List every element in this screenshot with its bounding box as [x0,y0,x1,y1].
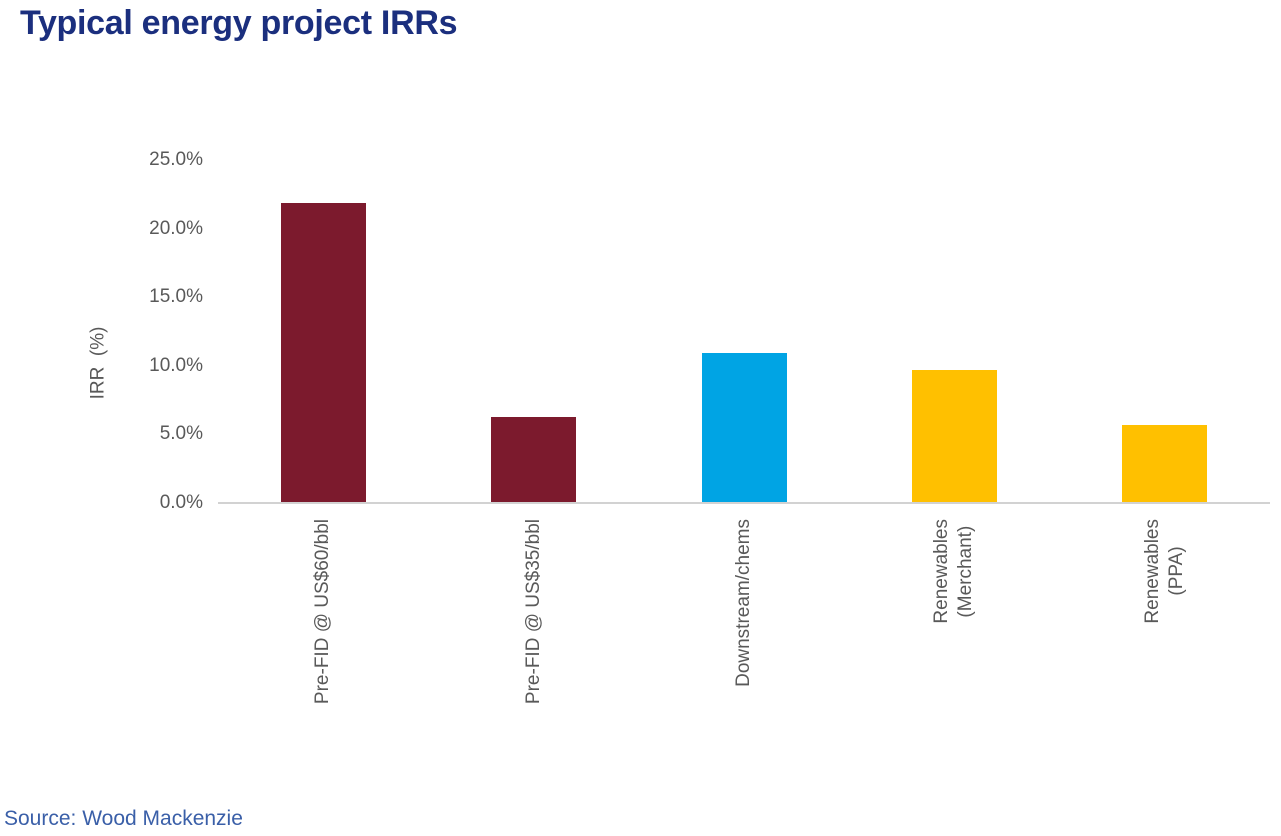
y-tick-label: 20.0% [149,217,203,239]
y-tick-label: 10.0% [149,354,203,376]
x-category-label: Renewables (Merchant) [931,519,977,624]
x-category-label: Downstream/chems [733,519,754,687]
source-note: Source: Wood Mackenzie [4,807,243,830]
x-axis-line [218,502,1270,504]
x-category-label: Pre-FID @ US$35/bbl [522,519,544,705]
bar-1 [280,202,366,503]
bar-4 [911,369,997,503]
bar-5 [1122,424,1208,503]
page-title: Typical energy project IRRs [20,4,458,42]
y-tick-label: 5.0% [159,423,203,445]
y-tick-label: 15.0% [149,286,203,308]
y-tick-label: 0.0% [159,492,203,513]
x-category-label: Pre-FID @ US$60/bbl [312,519,334,705]
bar-3 [701,353,787,503]
y-tick-label: 25.0% [149,149,203,170]
y-axis-title: IRR (%) [87,326,109,400]
bar-2 [491,416,577,503]
bar-chart [218,160,1270,504]
x-category-label: Renewables (PPA) [1141,519,1187,624]
